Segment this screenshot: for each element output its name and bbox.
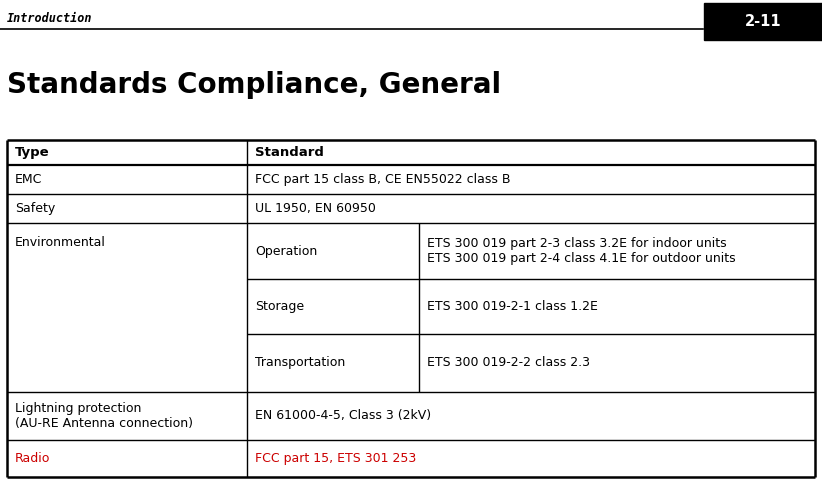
Text: Transportation: Transportation: [255, 356, 345, 369]
Text: Environmental: Environmental: [15, 236, 106, 249]
Text: Type: Type: [15, 146, 49, 159]
Text: ETS 300 019-2-2 class 2.3: ETS 300 019-2-2 class 2.3: [427, 356, 590, 369]
Text: FCC part 15, ETS 301 253: FCC part 15, ETS 301 253: [255, 452, 416, 465]
Text: Safety: Safety: [15, 202, 55, 215]
Text: Lightning protection
(AU-RE Antenna connection): Lightning protection (AU-RE Antenna conn…: [15, 402, 193, 430]
Text: Storage: Storage: [255, 300, 304, 313]
Text: FCC part 15 class B, CE EN55022 class B: FCC part 15 class B, CE EN55022 class B: [255, 173, 510, 186]
Text: UL 1950, EN 60950: UL 1950, EN 60950: [255, 202, 376, 215]
Text: Standards Compliance, General: Standards Compliance, General: [7, 71, 501, 99]
FancyBboxPatch shape: [704, 3, 822, 40]
Text: EN 61000-4-5, Class 3 (2kV): EN 61000-4-5, Class 3 (2kV): [255, 409, 431, 422]
Text: EMC: EMC: [15, 173, 42, 186]
Text: ETS 300 019-2-1 class 1.2E: ETS 300 019-2-1 class 1.2E: [427, 300, 598, 313]
Text: ETS 300 019 part 2-3 class 3.2E for indoor units
ETS 300 019 part 2-4 class 4.1E: ETS 300 019 part 2-3 class 3.2E for indo…: [427, 237, 736, 265]
Text: Introduction: Introduction: [7, 12, 92, 25]
Text: Standard: Standard: [255, 146, 324, 159]
Text: Operation: Operation: [255, 244, 317, 258]
Text: 2-11: 2-11: [745, 14, 781, 29]
Text: Radio: Radio: [15, 452, 50, 465]
